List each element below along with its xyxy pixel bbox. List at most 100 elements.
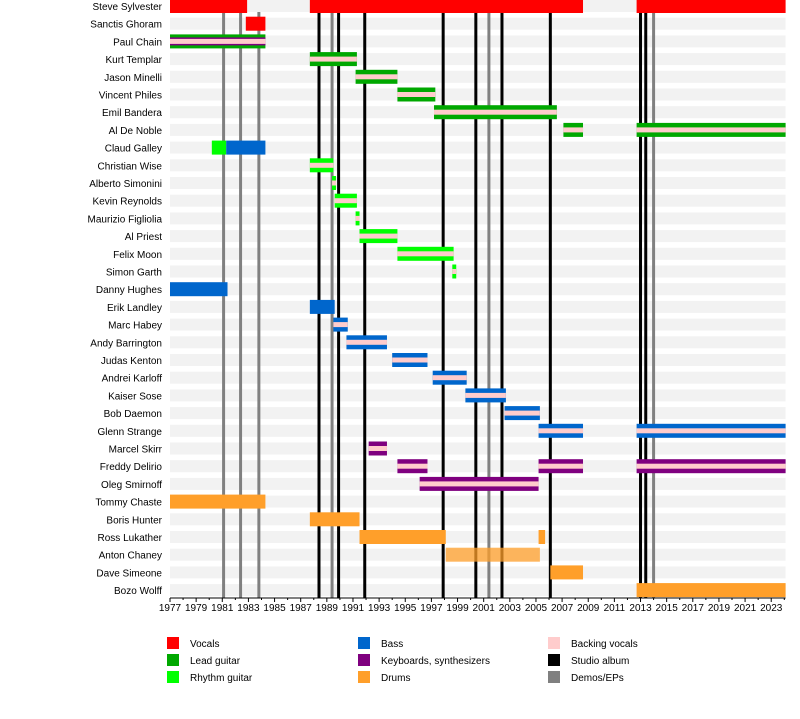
row-band — [170, 495, 786, 508]
member-period — [334, 193, 357, 208]
member-name: Alberto Simonini — [89, 179, 162, 190]
legend-item: Demos/EPs — [548, 671, 624, 684]
role-bar — [636, 583, 786, 598]
member-period — [636, 122, 786, 137]
member-name: Anton Chaney — [99, 551, 162, 562]
legend-swatch — [167, 654, 179, 666]
role-bar — [170, 494, 266, 509]
legend-label: Keyboards, synthesizers — [381, 656, 490, 667]
row-band — [170, 513, 786, 526]
x-tick-label: 2005 — [525, 603, 548, 614]
row-band — [170, 265, 786, 278]
member-name: Tommy Chaste — [95, 498, 162, 509]
member-name: Kevin Reynolds — [93, 197, 162, 208]
legend-item: Vocals — [167, 637, 219, 650]
x-tick-label: 2023 — [760, 603, 783, 614]
row-band — [170, 424, 786, 437]
role-bar — [226, 140, 266, 155]
row-band — [170, 17, 786, 30]
row-band — [170, 336, 786, 349]
backing-vocals-bar — [538, 463, 584, 469]
x-tick-label: 1991 — [342, 603, 365, 614]
member-name: Christian Wise — [98, 161, 163, 172]
legend-item: Lead guitar — [167, 654, 241, 667]
member-period — [432, 370, 467, 385]
role-bar — [359, 530, 446, 544]
row-band — [170, 53, 786, 66]
row-band — [170, 70, 786, 83]
legend-item: Bass — [358, 637, 403, 650]
member-period — [359, 229, 398, 244]
row-band — [170, 88, 786, 101]
member-period — [452, 264, 457, 279]
member-name: Boris Hunter — [106, 515, 162, 526]
backing-vocals-bar — [538, 428, 584, 434]
backing-vocals-bar — [636, 127, 786, 133]
role-bar — [445, 547, 540, 562]
legend-item: Keyboards, synthesizers — [358, 654, 490, 667]
backing-vocals-bar — [359, 233, 398, 239]
row-band — [170, 177, 786, 189]
member-name: Freddy Delirio — [100, 462, 163, 473]
x-tick-label: 2021 — [734, 603, 757, 614]
member-name: Kaiser Sose — [108, 391, 162, 402]
backing-vocals-bar — [170, 38, 266, 44]
role-bar — [309, 299, 335, 314]
member-period — [309, 52, 357, 67]
legend-label: Drums — [381, 673, 410, 684]
backing-vocals-bar — [432, 375, 467, 381]
member-period — [636, 459, 786, 474]
x-tick-label: 1997 — [420, 603, 443, 614]
x-tick-label: 2015 — [656, 603, 679, 614]
x-tick-label: 1999 — [446, 603, 469, 614]
member-period — [309, 299, 335, 314]
legend-swatch — [167, 671, 179, 683]
member-name: Simon Garth — [106, 268, 162, 279]
member-period — [465, 388, 506, 403]
member-period — [170, 34, 266, 49]
x-tick-label: 1987 — [290, 603, 313, 614]
legend-item: Rhythm guitar — [167, 671, 253, 684]
x-tick-label: 2003 — [499, 603, 522, 614]
legend-item: Backing vocals — [548, 637, 638, 650]
x-tick-label: 2001 — [473, 603, 496, 614]
member-name: Bozo Wolff — [114, 586, 162, 597]
row-band — [170, 354, 786, 366]
member-name: Erik Landley — [107, 303, 162, 314]
legend-label: Bass — [381, 639, 403, 650]
backing-vocals-bar — [563, 127, 584, 133]
legend-swatch — [358, 637, 370, 649]
member-period — [550, 565, 584, 580]
member-name: Felix Moon — [113, 250, 162, 261]
member-name: Jason Minelli — [104, 73, 162, 84]
row-band — [170, 247, 786, 260]
x-tick-label: 1993 — [368, 603, 391, 614]
member-name: Al Priest — [125, 232, 162, 243]
legend-label: Backing vocals — [571, 639, 638, 650]
row-band — [170, 212, 786, 225]
legend-label: Rhythm guitar — [190, 673, 253, 684]
member-name: Al De Noble — [109, 126, 163, 137]
member-period — [636, 583, 786, 598]
row-band — [170, 442, 786, 455]
member-period — [504, 406, 540, 421]
backing-vocals-bar — [332, 180, 336, 186]
backing-vocals-bar — [355, 74, 398, 80]
x-tick-label: 1995 — [394, 603, 417, 614]
member-period — [636, 423, 786, 438]
role-bar — [170, 282, 228, 297]
member-period — [397, 459, 428, 474]
member-name: Andy Barrington — [90, 338, 162, 349]
member-name: Ross Lukather — [98, 533, 163, 544]
role-bar — [309, 512, 360, 527]
backing-vocals-bar — [465, 392, 506, 398]
x-tick-label: 2017 — [682, 603, 705, 614]
row-band — [170, 283, 786, 296]
member-name: Andrei Karloff — [102, 374, 163, 385]
row-band — [170, 194, 786, 207]
row-band — [170, 371, 786, 384]
legend-item: Drums — [358, 671, 410, 684]
member-period — [397, 87, 436, 102]
role-bar — [309, 0, 584, 13]
